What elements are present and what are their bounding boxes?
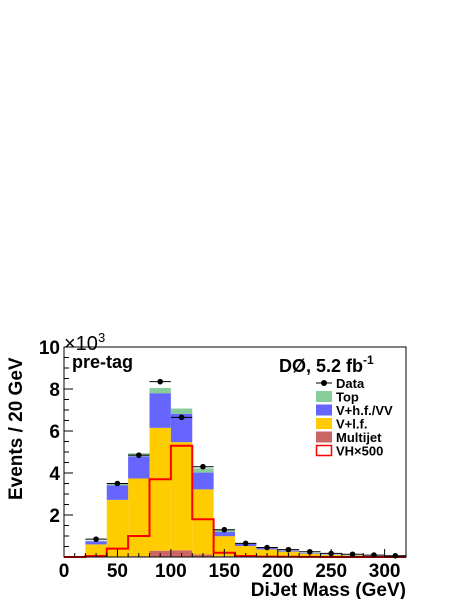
experiment-label-sup: -1 — [363, 353, 374, 367]
data-point-10 — [307, 548, 313, 555]
legend-swatch-multijet — [316, 431, 332, 443]
y-tick-label-10: 10 — [39, 338, 60, 359]
bar-v-h-f-vv-2 — [106, 485, 129, 500]
experiment-label-text: DØ, 5.2 fb — [279, 356, 363, 376]
data-point-2 — [136, 452, 142, 458]
x-tick-label-100: 100 — [155, 561, 187, 582]
bar-v-h-f-vv-6 — [192, 472, 214, 490]
data-point-0 — [93, 536, 99, 542]
data-point-6 — [221, 526, 228, 533]
x-tick-label-300: 300 — [369, 561, 401, 582]
data-point-3 — [157, 378, 163, 385]
bar-v-h-f-vv-3 — [128, 456, 150, 479]
y-multiplier-base: ×10 — [64, 333, 98, 355]
legend-label-multijet: Multijet — [336, 430, 382, 445]
legend-swatch-vh-500 — [315, 444, 333, 457]
x-tick-label-50: 50 — [107, 561, 128, 582]
legend-swatch-v-l-f- — [316, 418, 332, 429]
bar-v-l-f--3 — [128, 478, 150, 557]
bar-v-h-f-vv-1 — [85, 541, 107, 545]
y-tick-label-4: 4 — [49, 464, 60, 485]
x-tick-label-150: 150 — [208, 561, 240, 582]
legend-label-top: Top — [336, 390, 359, 405]
bar-v-l-f--1 — [85, 544, 107, 557]
legend-swatch-v-h-f-vv — [316, 404, 332, 416]
y-multiplier-exponent: 3 — [98, 330, 105, 345]
legend-label-v-l-f-: V+l.f. — [336, 417, 367, 432]
y-axis-title: Events / 20 GeV — [6, 357, 27, 500]
data-point-9 — [285, 546, 292, 553]
stacked-histogram — [85, 387, 406, 557]
legend-marker-data — [321, 380, 327, 386]
x-tick-label-0: 0 — [59, 561, 70, 582]
y-multiplier-label: ×103 — [64, 330, 105, 355]
data-point-5 — [200, 463, 206, 470]
bar-top-5 — [170, 408, 193, 414]
bar-top-4 — [149, 387, 171, 394]
experiment-label: DØ, 5.2 fb-1 — [279, 353, 374, 376]
data-point-8 — [264, 544, 270, 551]
bar-v-h-f-vv-4 — [149, 393, 171, 428]
y-tick-label-8: 8 — [49, 380, 60, 401]
data-point-1 — [114, 480, 121, 487]
x-axis-title: DiJet Mass (GeV) — [251, 580, 406, 599]
bar-v-l-f--7 — [213, 536, 235, 557]
y-tick-label-6: 6 — [49, 422, 60, 443]
bar-v-l-f--5 — [170, 442, 193, 551]
bar-v-h-f-vv-7 — [213, 532, 235, 537]
y-axis-ticks: 2 4 6 8 10 — [39, 338, 73, 558]
x-axis-ticks: 0 50 100 150 200 250 300 — [59, 549, 407, 582]
data-point-4 — [178, 414, 185, 421]
legend-label-vh-500: VH×500 — [336, 444, 383, 459]
bar-top-6 — [192, 468, 214, 473]
bar-v-h-f-vv-5 — [170, 413, 193, 443]
bar-v-l-f--2 — [106, 499, 129, 557]
bar-v-l-f--8 — [235, 546, 257, 557]
legend-label-data: Data — [336, 376, 365, 391]
x-tick-label-200: 200 — [262, 561, 294, 582]
data-points — [85, 378, 406, 559]
legend-swatch-top — [316, 391, 332, 402]
pre-tag-label: pre-tag — [72, 352, 133, 372]
y-tick-label-2: 2 — [49, 506, 60, 527]
bar-v-l-f--6 — [192, 489, 214, 555]
x-tick-label-250: 250 — [315, 561, 347, 582]
bar-v-l-f--4 — [149, 427, 171, 551]
legend-label-v-h-f-vv: V+h.f./VV — [336, 403, 393, 418]
data-point-7 — [242, 540, 249, 547]
